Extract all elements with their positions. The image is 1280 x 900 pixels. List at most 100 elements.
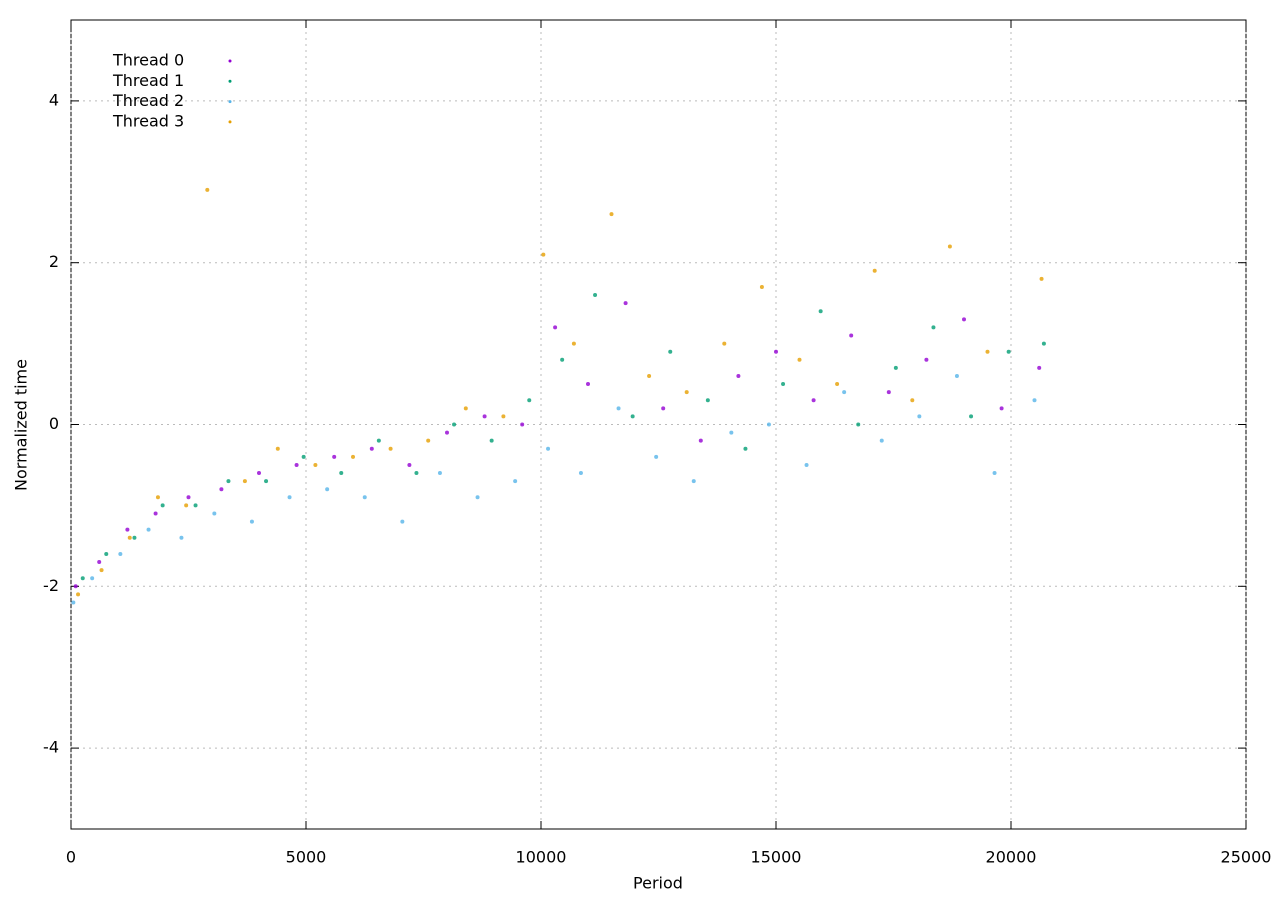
point — [71, 600, 76, 605]
y-axis-label: Normalized time — [12, 359, 31, 491]
point — [294, 462, 299, 467]
point — [146, 527, 151, 532]
point — [1032, 398, 1037, 403]
point — [463, 406, 468, 411]
plot-frame — [70, 19, 1247, 830]
point — [593, 293, 598, 298]
point — [73, 584, 78, 589]
point — [193, 503, 198, 508]
x-tick-label: 0 — [66, 848, 76, 867]
legend-label: Thread 3 — [112, 111, 184, 130]
point — [985, 349, 990, 354]
point — [80, 576, 85, 581]
point — [132, 535, 137, 540]
point — [205, 187, 210, 192]
point — [647, 373, 652, 378]
point — [931, 325, 936, 330]
point — [781, 382, 786, 387]
point — [818, 309, 823, 314]
point — [722, 341, 727, 346]
point — [219, 487, 224, 492]
point — [155, 495, 160, 500]
point — [630, 414, 635, 419]
point — [426, 438, 431, 443]
point — [184, 503, 189, 508]
point — [999, 406, 1004, 411]
x-tick-label: 25000 — [1221, 848, 1272, 867]
point — [452, 422, 457, 427]
point — [759, 284, 764, 289]
point — [445, 430, 449, 435]
point — [99, 568, 104, 573]
point — [609, 212, 614, 217]
x-tick-label: 20000 — [986, 848, 1037, 867]
legend-marker — [228, 59, 232, 63]
point — [501, 414, 506, 419]
y-tick-label: 4 — [49, 90, 59, 109]
point — [705, 398, 710, 403]
point — [623, 301, 628, 306]
point — [186, 495, 191, 500]
point — [766, 422, 771, 427]
point — [97, 560, 102, 565]
point — [376, 438, 381, 443]
point — [388, 446, 393, 451]
point — [179, 535, 184, 540]
point — [1041, 341, 1046, 346]
point — [520, 422, 525, 427]
point — [339, 471, 344, 476]
point — [586, 382, 590, 387]
point — [954, 373, 959, 378]
point — [668, 349, 673, 354]
point — [893, 365, 898, 370]
x-tick-label: 15000 — [751, 848, 802, 867]
point — [886, 390, 891, 395]
point — [947, 244, 952, 249]
point — [332, 454, 337, 459]
point — [849, 333, 854, 338]
point — [127, 535, 132, 540]
point — [541, 252, 546, 257]
point — [1037, 365, 1042, 370]
point — [924, 357, 929, 362]
point — [1039, 276, 1044, 281]
point — [325, 487, 330, 492]
point — [578, 471, 583, 476]
point — [736, 373, 741, 378]
legend-label: Thread 0 — [112, 51, 184, 70]
point — [856, 422, 861, 427]
point — [76, 592, 81, 597]
point — [249, 519, 254, 524]
point — [527, 398, 532, 403]
legend-marker — [228, 100, 232, 104]
point — [661, 406, 666, 411]
point — [560, 357, 565, 362]
point — [212, 511, 217, 516]
point — [160, 503, 165, 508]
legend-marker — [228, 79, 232, 83]
point — [482, 414, 487, 419]
point — [242, 479, 247, 484]
point — [90, 576, 95, 581]
point — [774, 349, 778, 354]
y-tick-label: -4 — [43, 738, 59, 757]
point — [835, 382, 840, 387]
x-axis-label: Period — [633, 874, 683, 893]
point — [992, 471, 997, 476]
point — [414, 471, 419, 476]
y-tick-label: -2 — [43, 576, 59, 595]
legend-label: Thread 1 — [112, 71, 184, 90]
point — [257, 471, 261, 476]
point — [407, 462, 412, 467]
point — [691, 479, 696, 484]
point — [104, 551, 109, 556]
point — [842, 390, 847, 395]
point — [797, 357, 802, 362]
point — [811, 398, 816, 403]
point — [475, 495, 480, 500]
point — [513, 479, 518, 484]
point — [962, 317, 966, 322]
point — [125, 527, 130, 532]
point — [437, 471, 442, 476]
